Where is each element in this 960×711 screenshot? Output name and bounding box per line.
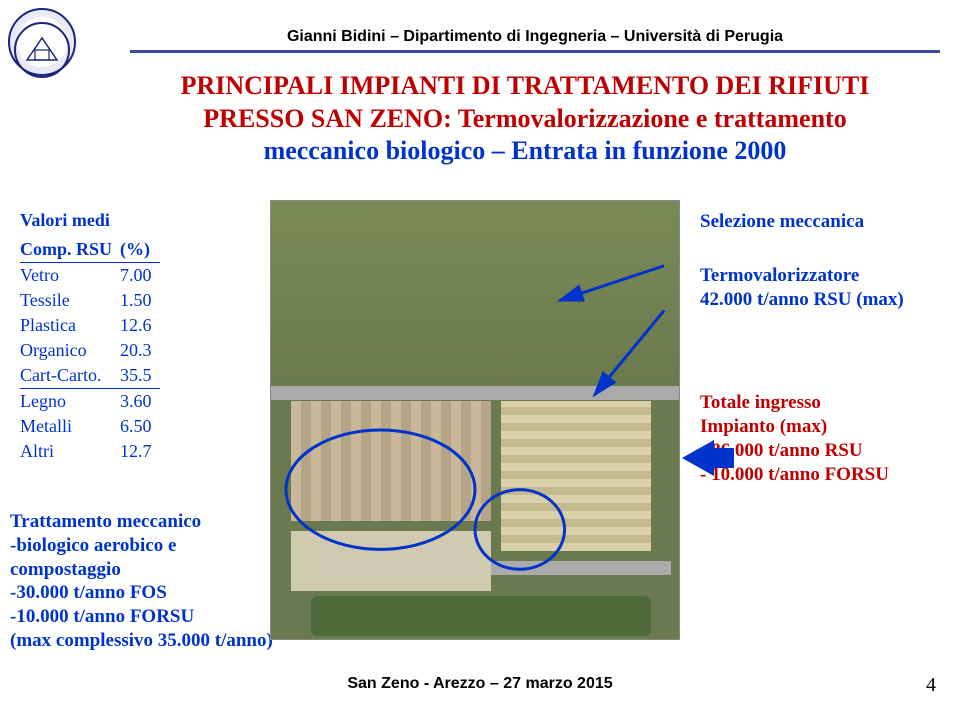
slide-title: PRINCIPALI IMPIANTI DI TRATTAMENTO DEI R…: [120, 70, 930, 168]
table-row: Altri12.7: [20, 439, 160, 464]
university-logo: [8, 8, 76, 76]
table-cell: Altri: [20, 439, 120, 464]
table-cell: Vetro: [20, 263, 120, 289]
table-cell: 6.50: [120, 414, 160, 439]
trattamento-line: -10.000 t/anno FORSU: [10, 605, 285, 629]
table-cell: Organico: [20, 338, 120, 363]
table-cell: 7.00: [120, 263, 160, 289]
trattamento-line: compostaggio: [10, 558, 285, 582]
table-row: Cart-Carto.35.5: [20, 363, 160, 389]
termo-line-1: Termovalorizzatore: [700, 264, 950, 288]
table-row: Organico20.3: [20, 338, 160, 363]
inflow-arrow-icon: [682, 440, 714, 476]
termo-line-2: 42.000 t/anno RSU (max): [700, 288, 950, 312]
table-cell: 12.6: [120, 313, 160, 338]
table-row: Plastica12.6: [20, 313, 160, 338]
totale-imp: Impianto (max): [700, 415, 950, 439]
table-row: Vetro7.00: [20, 263, 160, 289]
table-cell: Tessile: [20, 288, 120, 313]
table-header-cell: (%): [120, 237, 160, 263]
table-row: Tessile1.50: [20, 288, 160, 313]
table-cell: 3.60: [120, 389, 160, 415]
page-number: 4: [926, 674, 936, 697]
termo-block: Termovalorizzatore 42.000 t/anno RSU (ma…: [700, 264, 950, 312]
table-cell: 35.5: [120, 363, 160, 389]
table-cell: 20.3: [120, 338, 160, 363]
table-cell: 1.50: [120, 288, 160, 313]
trattamento-line: Trattamento meccanico: [10, 510, 285, 534]
trattamento-line: (max complessivo 35.000 t/anno): [10, 629, 285, 653]
title-line-3: meccanico biologico – Entrata in funzion…: [120, 135, 930, 168]
composition-table: Comp. RSU(%)Vetro7.00Tessile1.50Plastica…: [20, 237, 160, 464]
header-affiliation: Gianni Bidini – Dipartimento di Ingegner…: [130, 28, 940, 53]
table-cell: Metalli: [20, 414, 120, 439]
table-cell: Plastica: [20, 313, 120, 338]
totale-rsu: - 86.000 t/anno RSU: [700, 439, 950, 463]
footer-text: San Zeno - Arezzo – 27 marzo 2015: [0, 675, 960, 693]
left-column: Valori medi Comp. RSU(%)Vetro7.00Tessile…: [20, 210, 250, 464]
right-column: Selezione meccanica Termovalorizzatore 4…: [700, 210, 950, 486]
table-row: Metalli6.50: [20, 414, 160, 439]
table-cell: Legno: [20, 389, 120, 415]
table-header-cell: Comp. RSU: [20, 237, 120, 263]
title-line-1: PRINCIPALI IMPIANTI DI TRATTAMENTO DEI R…: [120, 70, 930, 103]
aerial-photo: [270, 200, 680, 640]
trattamento-line: -biologico aerobico e: [10, 534, 285, 558]
totale-forsu: - 10.000 t/anno FORSU: [700, 463, 950, 487]
valori-medi-label: Valori medi: [20, 210, 250, 231]
trattamento-line: -30.000 t/anno FOS: [10, 581, 285, 605]
table-row: Legno3.60: [20, 389, 160, 415]
table-cell: Cart-Carto.: [20, 363, 120, 389]
title-line-2: PRESSO SAN ZENO: Termovalorizzazione e t…: [120, 103, 930, 136]
totale-block: Totale ingresso Impianto (max) - 86.000 …: [700, 391, 950, 486]
totale-h: Totale ingresso: [700, 391, 950, 415]
table-cell: 12.7: [120, 439, 160, 464]
trattamento-block: Trattamento meccanico-biologico aerobico…: [10, 510, 285, 653]
selezione-label: Selezione meccanica: [700, 210, 950, 234]
